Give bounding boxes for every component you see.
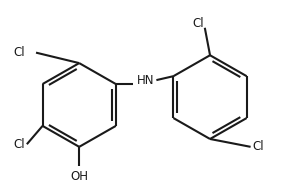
Text: Cl: Cl [14,46,25,59]
Text: Cl: Cl [14,138,25,151]
Text: Cl: Cl [193,17,204,30]
Text: OH: OH [70,170,88,184]
Text: HN: HN [137,74,155,87]
Text: Cl: Cl [253,140,264,153]
